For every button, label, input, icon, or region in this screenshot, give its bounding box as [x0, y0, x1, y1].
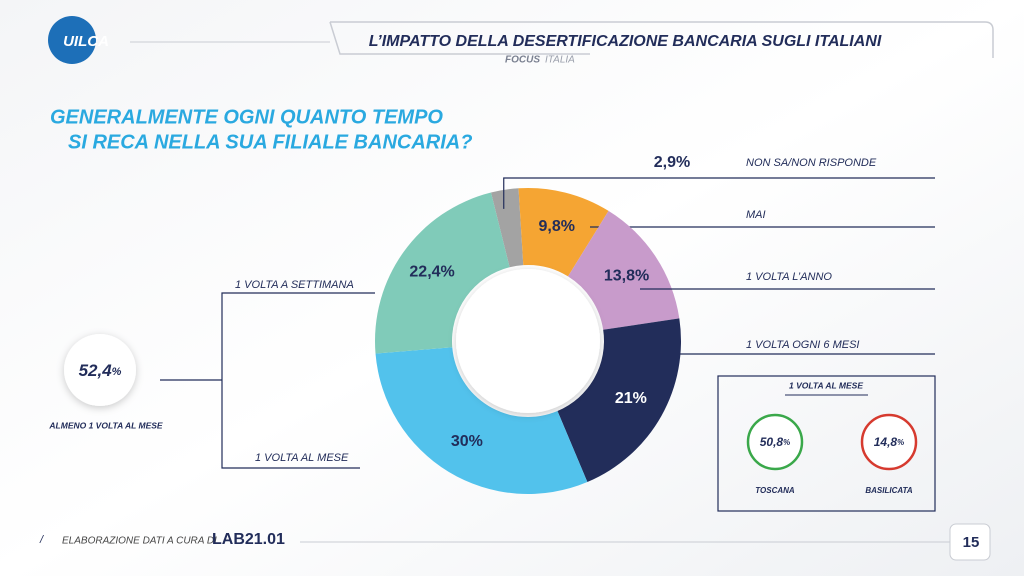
region-number: 14,8: [874, 435, 898, 449]
region-unit: %: [783, 438, 790, 447]
page-number: 15: [963, 534, 980, 551]
region-value: 14,8%: [874, 435, 904, 449]
footer-lab: LAB21.01: [212, 531, 285, 548]
summary-number: 52,4: [79, 361, 113, 380]
regional-box: [717, 375, 936, 512]
donut-segment: [375, 347, 588, 494]
summary-value: 52,4%: [79, 361, 122, 380]
value-label: 21%: [615, 390, 647, 407]
header-title: L’IMPATTO DELLA DESERTIFICAZIONE BANCARI…: [369, 33, 882, 50]
logo-mark: [48, 16, 96, 64]
bracket: [160, 292, 375, 469]
regional-title: 1 VOLTA AL MESE: [789, 380, 863, 390]
region-label: TOSCANA: [755, 486, 795, 495]
region-number: 50,8: [760, 435, 784, 449]
region-circle: [746, 413, 804, 471]
summary-circle: [64, 334, 136, 406]
page-box: [949, 523, 991, 561]
footer-credit: ELABORAZIONE DATI A CURA DI: [62, 536, 217, 547]
header-frame: [329, 21, 994, 58]
scope: ITALIA: [545, 55, 575, 66]
donut-hole: [456, 269, 600, 413]
region-label: BASILICATA: [865, 486, 912, 495]
category-label: 1 VOLTA A SETTIMANA: [235, 279, 354, 291]
logo: UILCA: [63, 33, 109, 50]
leader-line: [503, 177, 935, 209]
donut-chart: 2,9% NON SA/NON RISPONDE 9,8% MAI 13,8% 1 VOL…: [235, 154, 935, 494]
value-label: 22,4%: [409, 263, 454, 280]
summary-label: ALMENO 1 VOLTA AL MESE: [48, 420, 163, 430]
value-label: 9,8%: [539, 218, 575, 235]
category-label: NON SA/NON RISPONDE: [746, 157, 877, 169]
question-line: SI RECA NELLA SUA FILIALE BANCARIA?: [68, 131, 472, 153]
donut-segment: [518, 188, 609, 277]
category-label: 1 VOLTA L’ANNO: [746, 271, 832, 283]
region-unit: %: [897, 438, 904, 447]
value-label: 2,9%: [654, 154, 690, 171]
category-label: 1 VOLTA AL MESE: [255, 452, 349, 464]
donut-segment: [568, 210, 680, 330]
region-circle: [860, 413, 918, 471]
summary-unit: %: [112, 366, 122, 378]
region-value: 50,8%: [760, 435, 790, 449]
question-line: GENERALMENTE OGNI QUANTO TEMPO: [50, 106, 443, 128]
donut-segment: [375, 192, 510, 354]
category-label: 1 VOLTA OGNI 6 MESI: [746, 339, 860, 351]
footer-slash: /: [39, 534, 44, 546]
category-label: MAI: [746, 209, 766, 221]
focus: FOCUS: [505, 55, 540, 66]
donut-segment: [490, 188, 524, 268]
value-label: 30%: [451, 433, 483, 450]
donut-segment: [557, 318, 681, 483]
value-label: 13,8%: [604, 267, 649, 284]
